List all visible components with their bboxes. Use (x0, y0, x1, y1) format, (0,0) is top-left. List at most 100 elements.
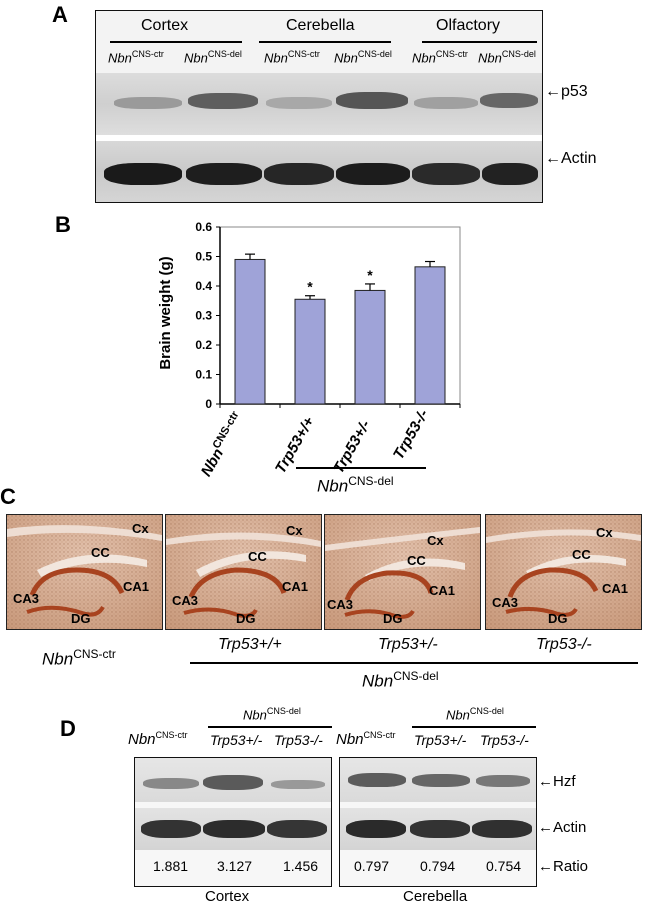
p53-band (336, 92, 408, 109)
genotype-label: Trp53+/- (378, 636, 438, 653)
actin-band (336, 163, 410, 185)
histology-section (166, 515, 321, 629)
cerebella-blot: 0.797 0.794 0.754 (339, 757, 537, 887)
actin-strip-d (340, 808, 536, 850)
actin-band (410, 820, 470, 838)
d-del-line (412, 726, 536, 728)
region-ca1: CA1 (429, 583, 456, 598)
y-tick-label: 0.2 (195, 338, 212, 352)
actin-band (472, 820, 532, 838)
d-del-label: NbnCNS-del (446, 706, 504, 723)
region-cc: CC (407, 553, 426, 568)
y-tick-label: 0.6 (195, 220, 212, 234)
actin-marker-d: ←Actin (538, 819, 587, 836)
ratio-value: 3.127 (217, 858, 253, 874)
region-dg: DG (548, 611, 568, 626)
p53-strip (96, 73, 542, 135)
region-dg: DG (383, 611, 403, 626)
actin-band (264, 163, 334, 185)
panel-a-blot: Cortex Cerebella Olfactory NbnCNS-ctr Nb… (95, 10, 543, 203)
ratio-value: 0.794 (420, 858, 456, 874)
histology-image: Cx CC CA1 CA3 DG (165, 514, 322, 630)
y-axis-label: Brain weight (g) (157, 256, 174, 369)
lane-label: NbnCNS-del (478, 49, 536, 66)
ratio-value: 1.881 (153, 858, 189, 874)
region-cx: Cx (286, 523, 303, 538)
region-ca3: CA3 (492, 595, 519, 610)
actin-band (186, 163, 262, 185)
d-genotype: Trp53-/- (480, 732, 529, 748)
d-ctr-label: NbnCNS-ctr (336, 730, 396, 748)
p53-band (480, 93, 538, 108)
region-cc: CC (248, 549, 267, 564)
hzf-band (271, 780, 325, 789)
significance-marker: * (367, 267, 373, 283)
p53-band (188, 93, 258, 109)
y-tick-label: 0.3 (195, 309, 212, 323)
d-ctr-label: NbnCNS-ctr (128, 730, 188, 748)
p53-band (114, 97, 182, 109)
strip-gap (96, 135, 542, 141)
p53-marker: ←p53 (545, 83, 588, 100)
bars: ** (234, 253, 446, 405)
actin-band (346, 820, 406, 838)
region-cx: Cx (596, 525, 613, 540)
del-group-line-c (190, 662, 638, 664)
group-olfactory: Olfactory (436, 17, 501, 34)
p53-band (414, 97, 478, 109)
lane-label: NbnCNS-ctr (412, 49, 468, 66)
bar (354, 289, 386, 405)
hzf-band (348, 773, 406, 787)
region-ca3: CA3 (13, 591, 40, 606)
region-dg: DG (71, 611, 91, 626)
d-genotype: Trp53+/- (210, 732, 263, 748)
significance-marker: * (307, 279, 313, 295)
region-ca1: CA1 (282, 579, 309, 594)
actin-band (267, 820, 327, 838)
y-tick-label: 0.4 (195, 279, 212, 293)
ratio-value: 1.456 (283, 858, 319, 874)
genotype-label: Trp53-/- (536, 636, 592, 653)
ratio-value: 0.797 (354, 858, 390, 874)
lane-label: NbnCNS-del (184, 49, 242, 66)
histology-section (325, 515, 480, 629)
d-del-line (208, 726, 332, 728)
actin-band (482, 163, 538, 185)
region-cc: CC (91, 545, 110, 560)
histology-image: Cx CC CA1 CA3 DG (485, 514, 642, 630)
histology-section (486, 515, 641, 629)
panel-c-letter: C (0, 484, 16, 509)
region-ca1: CA1 (602, 581, 629, 596)
axes: 0 0.1 0.2 0.3 0.4 0.5 0.6 (195, 220, 461, 411)
brain-weight-chart: Brain weight (g) 00.10.20.30.40.50.6 ** (157, 220, 461, 411)
lane-label: NbnCNS-ctr (108, 49, 164, 66)
actin-band (203, 820, 265, 838)
lane-label: NbnCNS-ctr (264, 49, 320, 66)
actin-band (141, 820, 201, 838)
bar (234, 258, 266, 405)
d-del-label: NbnCNS-del (243, 706, 301, 723)
actin-band (412, 163, 480, 185)
actin-marker: ←Actin (545, 150, 597, 167)
histology-section (7, 515, 162, 629)
group-cerebella: Cerebella (286, 17, 355, 34)
bar (294, 298, 326, 405)
region-cx: Cx (132, 521, 149, 536)
hzf-strip (340, 758, 536, 802)
group-line-olfactory (422, 41, 537, 43)
histology-image: Cx CC CA1 CA3 DG (6, 514, 163, 630)
hzf-band (203, 775, 263, 790)
y-tick-label: 0.5 (195, 250, 212, 264)
hzf-band (412, 774, 470, 787)
y-tick-label: 0 (205, 397, 212, 411)
actin-strip-d (135, 808, 331, 850)
group-line-cortex (110, 41, 242, 43)
d-genotype: Trp53+/- (414, 732, 467, 748)
panel-a-letter: A (52, 2, 68, 27)
actin-strip (96, 141, 542, 202)
lane-label: NbnCNS-del (334, 49, 392, 66)
del-group-label-c: NbnCNS-del (362, 669, 439, 691)
tissue-label-cerebella: Cerebella (403, 888, 468, 905)
genotype-label: Trp53+/+ (218, 636, 282, 653)
cortex-blot: 1.881 3.127 1.456 (134, 757, 332, 887)
